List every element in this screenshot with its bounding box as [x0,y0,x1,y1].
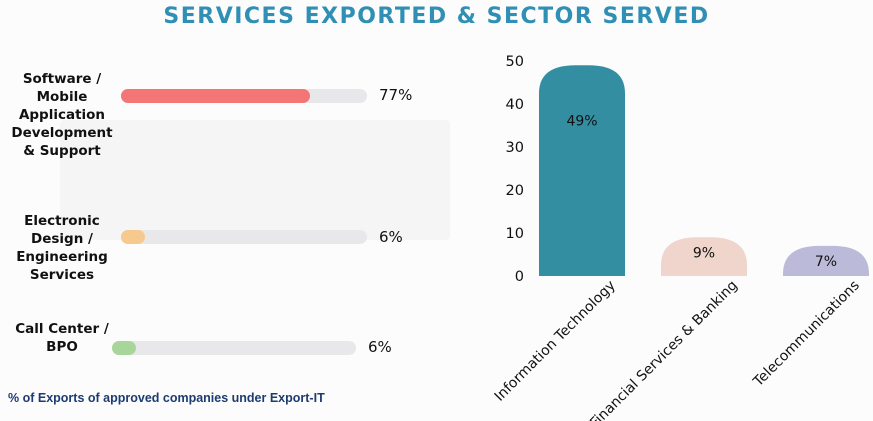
sector-bar-chart: 0 10 20 30 40 50 49% Information Technology 9% Fi… [492,54,869,421]
background-panel [60,120,450,240]
service-bar-fill-software [121,89,311,103]
service-label-electronic: Electronic Design / Engineering Services [0,212,124,284]
data-label: 7% [815,254,837,270]
y-tick-label: 10 [506,226,524,242]
y-tick-label: 0 [515,269,524,285]
service-bar-track-electronic [121,230,367,244]
service-bar-track-software [121,89,367,103]
x-category-label: Financial Services & Banking [587,278,741,421]
service-label-line: & Support [23,143,101,159]
y-tick-label: 30 [506,140,524,156]
data-label: 9% [693,245,715,261]
service-percent-callcenter: 6% [368,338,392,356]
data-label: 49% [566,113,597,129]
y-tick-label: 20 [506,183,524,199]
service-bar-track-callcenter [112,341,356,355]
service-label-line: Services [29,267,95,283]
service-label-line: BPO [46,339,78,355]
service-label-line: Software / [22,71,102,87]
service-label-callcenter: Call Center / BPO [0,320,124,356]
service-label-line: Design / [31,231,93,247]
page-title: SERVICES EXPORTED & SECTOR SERVED [163,4,710,29]
bar [539,65,625,276]
service-percent-software: 77% [379,86,413,104]
service-label-line: Development [11,125,113,141]
service-bar-fill-callcenter [112,341,136,355]
service-label-line: Call Center / [15,321,109,337]
x-category-label: Information Technology [492,278,619,405]
x-category-label: Telecommunications [750,278,863,391]
bar [783,245,869,276]
service-label-software: Software / Mobile Application Developmen… [0,70,124,160]
service-label-line: Electronic [24,213,100,229]
service-percent-electronic: 6% [379,228,403,246]
service-bar-fill-electronic [121,230,145,244]
bar [661,237,747,276]
footnote: % of Exports of approved companies under… [8,391,325,405]
service-label-line: Application [18,107,106,123]
service-label-line: Mobile [36,89,88,105]
y-tick-label: 40 [506,97,524,113]
y-tick-label: 50 [506,54,524,70]
service-label-line: Engineering [16,249,108,265]
